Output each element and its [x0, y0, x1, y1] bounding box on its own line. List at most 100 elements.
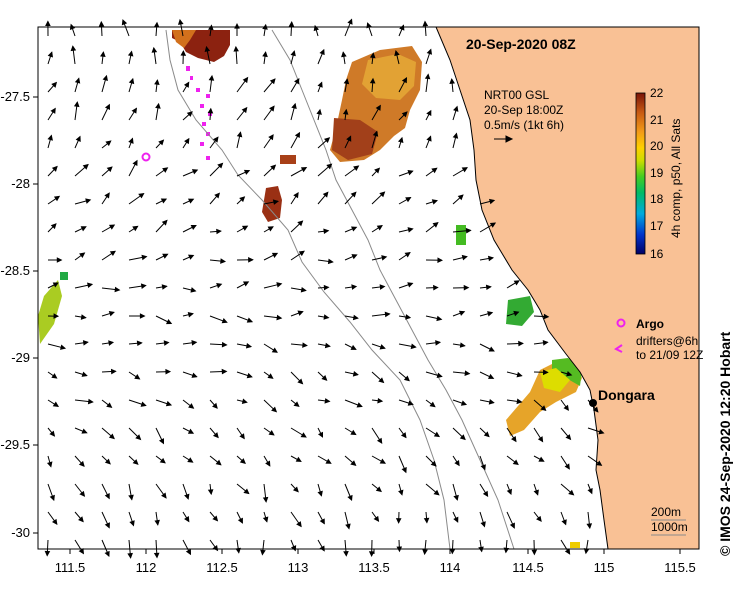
x-tick-label: 112: [136, 560, 157, 575]
current-arrow-head: [242, 76, 249, 84]
current-arrow-head: [268, 430, 275, 436]
current-arrow-head: [136, 340, 143, 347]
current-arrow-head: [51, 165, 58, 172]
current-arrow-head: [191, 340, 198, 346]
current-arrow-head: [212, 402, 218, 409]
current-arrow-head: [106, 402, 113, 408]
colorbar-tick: 17: [650, 219, 664, 233]
current-arrow-head: [327, 258, 334, 265]
current-arrow-head: [110, 368, 117, 375]
current-arrow-head: [161, 492, 167, 499]
current-arrow-head: [452, 132, 459, 139]
current-arrow-head: [216, 228, 222, 235]
current-arrow-head: [79, 490, 86, 497]
current-arrow-head: [347, 18, 353, 25]
argo-legend-icon: [616, 318, 626, 328]
colorbar-gradient: [635, 92, 646, 255]
current-arrow-head: [177, 18, 184, 25]
current-arrow-head: [78, 460, 85, 467]
current-arrow-head: [241, 225, 249, 231]
current-arrow-head: [480, 464, 486, 471]
current-arrow-head: [272, 199, 280, 205]
x-tick-label: 114: [440, 560, 461, 575]
current-arrow-head: [242, 281, 250, 287]
current-arrow-head: [81, 428, 88, 434]
current-arrow-head: [138, 192, 145, 199]
current-arrow-head: [543, 313, 550, 320]
current-arrow-head: [160, 198, 168, 204]
map-title: 20-Sep-2020 08Z: [466, 36, 576, 52]
current-arrow-head: [324, 342, 331, 349]
current-arrow-head: [131, 107, 138, 114]
current-arrow-head: [352, 314, 359, 321]
current-arrow-head: [87, 398, 94, 405]
current-arrow-head: [319, 48, 325, 56]
current-arrow-head: [245, 343, 253, 349]
sst-patch-green-b: [506, 296, 534, 326]
current-arrow-head: [270, 164, 277, 171]
current-arrow-head: [424, 73, 431, 80]
current-arrow-head: [368, 551, 375, 558]
current-arrow-head: [405, 197, 412, 203]
colorbar-tick: 21: [650, 113, 664, 127]
current-arrow-head: [323, 137, 331, 144]
current-arrow-head: [208, 24, 214, 31]
current-arrow-head: [187, 457, 194, 463]
current-arrow-head: [566, 370, 573, 377]
current-arrow-head: [235, 547, 241, 554]
colorbar-tick: 22: [650, 86, 664, 100]
current-arrow-head: [351, 254, 358, 260]
x-tick-label: 115.5: [664, 560, 696, 575]
current-arrow-head: [342, 108, 349, 115]
current-arrow-head: [478, 546, 484, 553]
current-arrow-head: [592, 406, 599, 413]
current-arrow-head: [108, 310, 115, 317]
current-arrow-head: [423, 517, 430, 524]
current-arrow-head: [565, 434, 572, 441]
current-arrow-head: [487, 311, 494, 317]
current-arrow-head: [506, 488, 512, 496]
current-arrow-head: [459, 434, 466, 441]
sst-patch-north-edge: [172, 30, 196, 48]
current-arrow-head: [70, 45, 77, 52]
current-arrow-head: [596, 460, 603, 466]
current-arrow-head: [162, 253, 169, 259]
current-arrow-head: [183, 81, 190, 88]
current-arrow-head: [516, 371, 523, 378]
current-arrow-head: [239, 433, 245, 440]
current-arrow-head: [187, 312, 194, 318]
current-arrow-head: [454, 460, 460, 467]
current-arrow-head: [422, 549, 428, 556]
current-time-label: 20-Sep 18:00Z: [484, 103, 563, 117]
current-arrow-head: [372, 130, 379, 137]
current-arrow-head: [141, 254, 148, 261]
current-arrow-head: [435, 340, 442, 346]
current-arrow-head: [248, 256, 254, 263]
current-arrow-head: [73, 101, 80, 108]
current-arrow-head: [353, 165, 360, 172]
current-arrow-head: [292, 486, 299, 493]
current-arrow-head: [151, 46, 158, 53]
current-arrow-head: [186, 111, 193, 117]
current-arrow-head: [162, 167, 169, 173]
current-arrow-head: [267, 226, 274, 232]
current-arrow-head: [379, 458, 386, 464]
current-arrow-head: [81, 371, 88, 377]
current-arrow-head: [49, 430, 56, 437]
current-arrow-head: [324, 398, 331, 404]
colorbar-tick: 16: [650, 247, 664, 261]
current-arrow-head: [87, 282, 94, 288]
current-arrow-head: [190, 225, 197, 231]
current-arrow-head: [80, 314, 87, 320]
current-arrow-head: [269, 78, 276, 85]
current-arrow-head: [401, 467, 407, 474]
current-arrow-head: [488, 398, 495, 405]
current-arrow-head: [350, 344, 357, 350]
current-arrow-head: [204, 45, 211, 52]
current-arrow-head: [369, 52, 376, 59]
current-arrow-head: [294, 131, 301, 139]
current-arrow-head: [463, 284, 470, 291]
current-arrow-head: [188, 403, 195, 409]
colorbar: 22 21 20 19 18 17 16 4h comp, p50, All S…: [635, 86, 683, 261]
y-axis-labels: -27.5 -28 -28.5 -29 -29.5 -30: [0, 89, 30, 540]
